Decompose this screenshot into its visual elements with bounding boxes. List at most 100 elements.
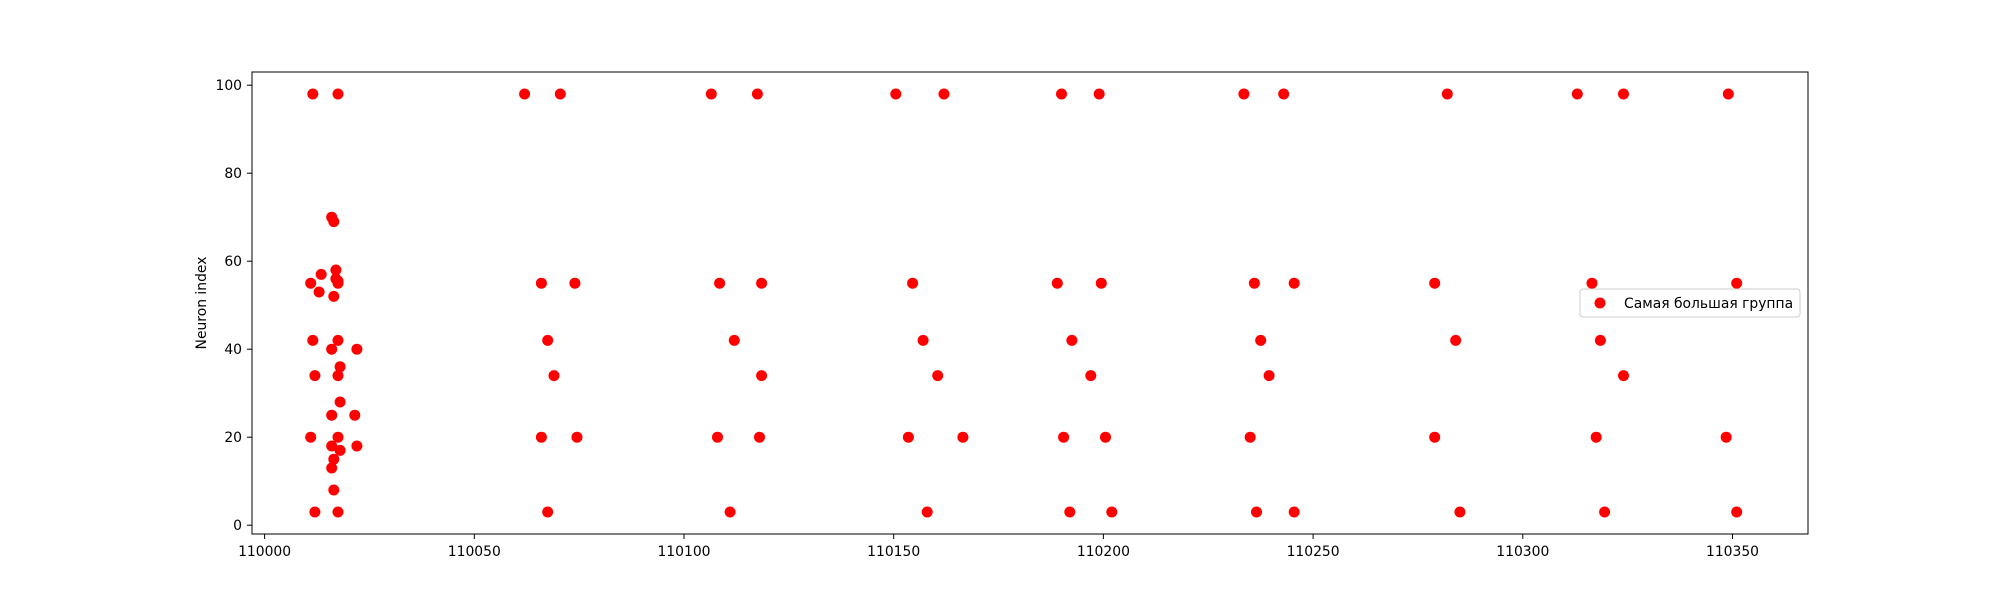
data-point <box>309 370 321 382</box>
data-point <box>1064 506 1076 518</box>
data-point <box>542 506 554 518</box>
y-tick-label: 80 <box>224 166 242 182</box>
legend: Самая большая группа <box>1579 288 1801 318</box>
legend-label: Самая большая группа <box>1624 296 1793 312</box>
x-axis: 110000 110050 110100 110150 110200 110250 1103… <box>238 534 1759 560</box>
data-point <box>917 334 929 346</box>
data-point <box>1251 506 1262 518</box>
data-point <box>1454 506 1466 518</box>
data-point <box>326 462 338 474</box>
data-point <box>756 370 768 382</box>
data-point <box>330 264 342 276</box>
data-point <box>519 88 531 100</box>
data-point <box>1100 431 1111 443</box>
data-point <box>349 409 361 421</box>
data-point <box>571 431 583 443</box>
data-point <box>1106 506 1118 518</box>
data-point <box>351 440 363 452</box>
data-point <box>1594 334 1606 346</box>
data-point <box>313 286 325 298</box>
data-point <box>1441 88 1453 100</box>
data-point <box>1450 334 1462 346</box>
data-point <box>1263 370 1275 382</box>
data-point <box>315 268 327 280</box>
data-point <box>705 88 717 100</box>
data-point <box>1051 277 1063 289</box>
data-point <box>332 506 344 518</box>
data-point <box>332 431 344 443</box>
data-point <box>307 334 319 346</box>
data-point <box>1599 506 1611 518</box>
y-axis: 0 20 40 60 80 100 <box>215 78 252 534</box>
data-point <box>754 431 765 443</box>
data-point <box>326 409 338 421</box>
data-point <box>957 431 969 443</box>
data-point <box>714 277 726 289</box>
data-point <box>328 453 340 465</box>
y-tick-label: 0 <box>233 518 242 534</box>
data-point <box>1248 277 1260 289</box>
data-point <box>1618 88 1629 100</box>
data-point <box>332 88 344 100</box>
data-point <box>307 88 319 100</box>
y-axis-label: Neuron index <box>194 257 210 350</box>
data-point <box>1288 277 1300 289</box>
data-point <box>1058 431 1070 443</box>
y-tick-label: 60 <box>224 254 242 270</box>
data-points <box>305 88 1743 518</box>
data-point <box>1095 277 1107 289</box>
data-point <box>921 506 933 518</box>
data-point <box>1085 370 1097 382</box>
plot-background <box>252 72 1808 534</box>
data-point <box>1066 334 1078 346</box>
data-point <box>569 277 581 289</box>
data-point <box>305 431 317 443</box>
data-point <box>756 277 768 289</box>
data-point <box>1244 431 1256 443</box>
x-tick-label: 110050 <box>448 544 501 560</box>
data-point <box>309 506 321 518</box>
data-point <box>332 277 344 289</box>
data-point <box>890 88 902 100</box>
y-tick-label: 40 <box>224 342 242 358</box>
data-point <box>542 334 554 346</box>
data-point <box>1722 88 1734 100</box>
data-point <box>1586 277 1598 289</box>
data-point <box>332 334 344 346</box>
data-point <box>334 444 346 456</box>
data-point <box>728 334 740 346</box>
data-point <box>1618 370 1629 382</box>
data-point <box>902 431 914 443</box>
x-tick-label: 110000 <box>238 544 291 560</box>
data-point <box>1288 506 1300 518</box>
data-point <box>1255 334 1267 346</box>
legend-box <box>1579 288 1801 318</box>
data-point <box>328 484 340 496</box>
x-tick-label: 110100 <box>657 544 710 560</box>
data-point <box>535 277 547 289</box>
data-point <box>751 88 763 100</box>
data-point <box>1590 431 1602 443</box>
x-tick-label: 110150 <box>867 544 920 560</box>
data-point <box>1571 88 1583 100</box>
data-point <box>305 277 317 289</box>
data-point <box>1429 431 1441 443</box>
data-point <box>326 343 338 355</box>
data-point <box>334 361 346 373</box>
data-point <box>535 431 547 443</box>
data-point <box>554 88 566 100</box>
data-point <box>938 88 950 100</box>
y-tick-label: 20 <box>224 430 242 446</box>
data-point <box>1720 431 1732 443</box>
data-point <box>907 277 919 289</box>
data-point <box>932 370 944 382</box>
data-point <box>351 343 363 355</box>
data-point <box>1238 88 1250 100</box>
data-point <box>1056 88 1067 100</box>
data-point <box>1093 88 1105 100</box>
x-tick-label: 110350 <box>1706 544 1759 560</box>
plot-frame <box>251 71 1809 535</box>
legend-marker <box>1594 297 1606 309</box>
data-point <box>1731 277 1743 289</box>
